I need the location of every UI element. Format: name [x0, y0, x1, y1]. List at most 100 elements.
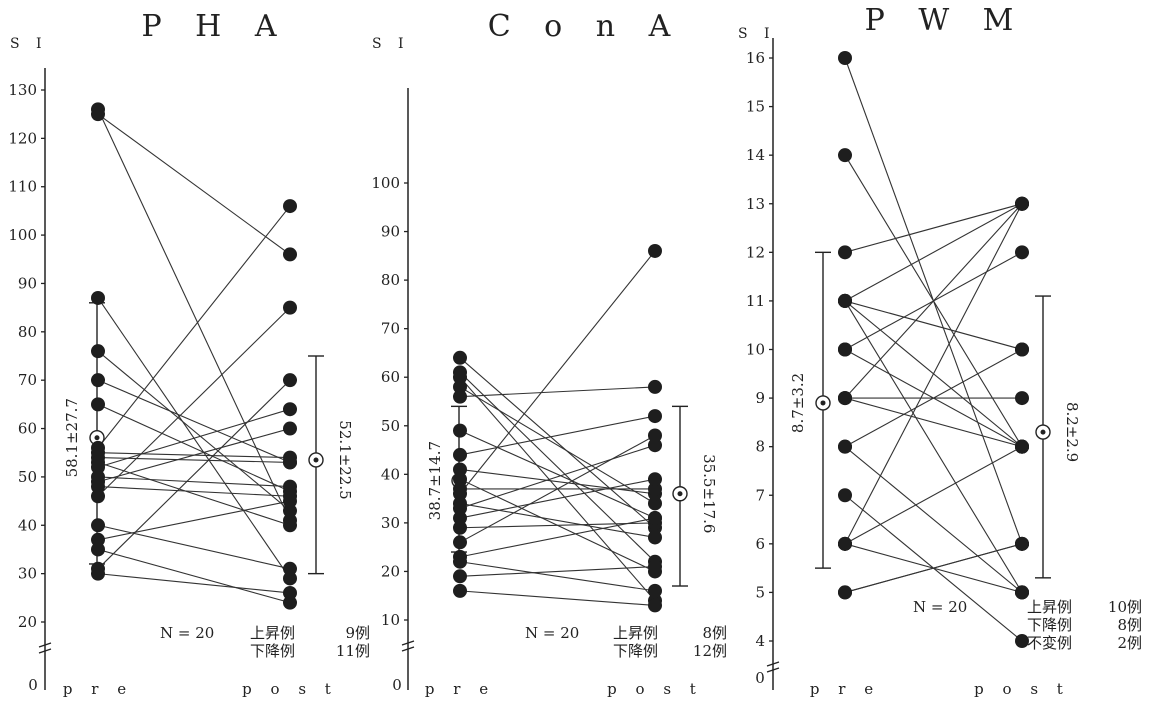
panel2-pre-stat-label: 38.7±14.7: [426, 441, 444, 520]
panel3-axis-break-mark: [766, 667, 780, 673]
panel3-post-point: [1015, 391, 1029, 406]
panel3-pair-line: [844, 446, 1023, 593]
panel2-pre-point: [453, 520, 467, 535]
panel1-y-tick-label: 30: [18, 565, 37, 583]
panel3-pair-line: [844, 203, 1023, 302]
panel3-post-point: [1015, 585, 1029, 600]
panel1-pair-line: [97, 476, 291, 488]
panel2-y-tick-label: 100: [371, 174, 400, 192]
panel3-y-tick-label: 13: [746, 195, 765, 213]
panel2-post-point: [648, 511, 662, 526]
panel3-axis-break-mark: [766, 661, 780, 667]
panel2-pair-line: [459, 502, 656, 538]
panel3-post-point: [1015, 439, 1029, 454]
panel1-note-value: 11例: [336, 642, 370, 660]
panel1-post-point: [283, 402, 297, 417]
panel3-post-stat-label: 8.2±2.9: [1063, 402, 1081, 462]
panel1-post-point: [283, 595, 297, 610]
panel2-pre-point: [453, 472, 467, 487]
panel1-x-label-post: p o s t: [242, 680, 338, 698]
panel2-pre-point: [453, 501, 467, 516]
panel2-post-mean-marker-center: [677, 491, 683, 497]
panel3-pair-line: [844, 349, 1023, 448]
panel2-y-tick-label: 70: [381, 320, 400, 338]
panel3-y-tick-label: 12: [746, 243, 765, 261]
panel1-zero-label: 0: [28, 676, 38, 694]
panel2-pre-point: [453, 554, 467, 569]
panel1-title: P H A: [141, 9, 288, 44]
panel1-post-point: [283, 585, 297, 600]
panel1-pair-line: [97, 379, 291, 463]
panel1-pair-line: [97, 307, 291, 497]
panel1-pair-line: [97, 109, 291, 521]
panel1-y-tick-label: 120: [8, 129, 37, 147]
panel1-pre-point: [91, 397, 105, 412]
panel2-pre-point: [453, 350, 467, 365]
panel2-y-tick-label: 20: [381, 562, 400, 580]
panel2-y-tick-label: 40: [381, 465, 400, 483]
panel1-x-label-pre: p r e: [63, 680, 133, 698]
panel3-pre-point: [838, 585, 852, 600]
panel1-pre-point: [91, 460, 105, 475]
panel1-y-tick-label: 90: [18, 274, 37, 292]
panel2-pre-point: [453, 379, 467, 394]
panel3-pair-line: [844, 203, 1023, 545]
panel2-pre-point: [453, 389, 467, 404]
panel1-pre-point: [91, 479, 105, 494]
panel1-post-point: [283, 571, 297, 586]
panel3-n-label: N = 20: [913, 598, 967, 616]
panel2-y-tick-label: 30: [381, 514, 400, 532]
panel3-pair-line: [844, 203, 1023, 399]
panel3-pre-mean-marker-center: [820, 400, 826, 406]
panel2-pair-line: [459, 517, 656, 558]
panel2-axis-break-mark: [401, 646, 415, 652]
panel1-pair-line: [97, 113, 291, 255]
panel3-y-tick-label: 6: [755, 535, 765, 553]
panel1-pair-line: [97, 457, 291, 463]
panel3-note-label: 不変例: [1027, 634, 1072, 652]
panel2-pair-line: [459, 386, 656, 504]
panel3-y-tick-label: 14: [746, 146, 765, 164]
panel3-post-point: [1015, 245, 1029, 260]
panel3-pre-point: [838, 245, 852, 260]
panel3-pre-point: [838, 391, 852, 406]
panel3-y-tick-label: 16: [746, 49, 765, 67]
panel3-pre-point: [838, 536, 852, 551]
panel2-post-point: [648, 481, 662, 496]
panel2-post-point: [648, 472, 662, 487]
panel2-note-value: 8例: [702, 624, 727, 642]
panel3-post-point: [1015, 536, 1029, 551]
panel1-pair-line: [97, 500, 291, 541]
panel1-post-point: [283, 300, 297, 315]
panel3-pre-point: [838, 439, 852, 454]
panel2-axis-break-mark: [401, 640, 415, 646]
panel3-pre-point: [838, 51, 852, 65]
panel3-post-point: [1015, 634, 1029, 648]
panel1-pre-stat-label: 58.1±27.7: [63, 398, 81, 477]
panel1-pre-mean-marker-center: [94, 435, 100, 441]
panel1-pre-point: [91, 290, 105, 305]
panel1-post-point: [283, 561, 297, 576]
panel3-y-axis-label: S I: [738, 26, 776, 42]
panel2-pair-line: [459, 478, 656, 519]
panel3-pair-line: [844, 203, 1023, 253]
panel3-x-label-pre: p r e: [810, 680, 880, 698]
panel2-post-point: [648, 496, 662, 511]
panel1-axis-break-mark: [38, 648, 52, 654]
panel3-pair-line: [844, 446, 1023, 545]
panel2-y-tick-label: 80: [381, 271, 400, 289]
panel1-y-tick-label: 100: [8, 226, 37, 244]
panel2-y-tick-label: 10: [381, 611, 400, 629]
panel3-note-label: 下降例: [1027, 616, 1072, 634]
panel2-pair-line: [459, 561, 656, 592]
panel1-post-stat-label: 52.1±22.5: [336, 420, 354, 499]
panel2-title: C o n A: [488, 9, 683, 44]
panel2-pair-line: [459, 250, 656, 495]
panel3-pre-point: [838, 342, 852, 357]
panel3-pre-point: [838, 148, 852, 163]
panel2-pair-line: [459, 371, 656, 563]
panel2-x-label-post: p o s t: [607, 680, 703, 698]
panel1-note-label: 下降例: [250, 642, 295, 660]
panel2-pair-line: [459, 444, 656, 509]
